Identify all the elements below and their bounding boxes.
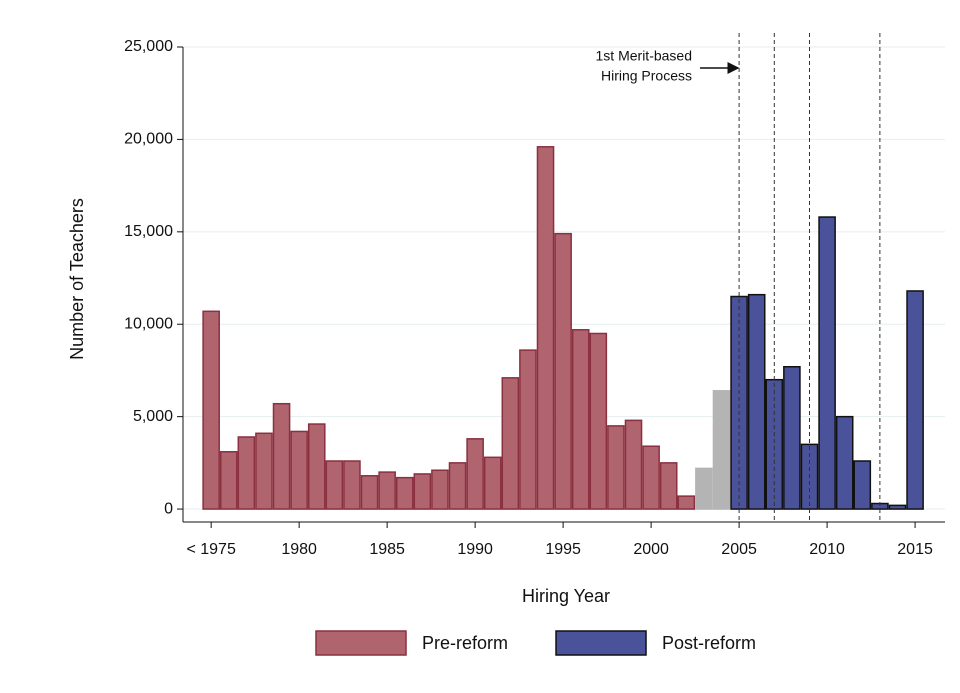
- bar: [290, 430, 308, 510]
- bar: [783, 365, 801, 510]
- x-tick-label: 2005: [721, 541, 757, 558]
- annotation: Hiring Process: [601, 68, 692, 84]
- bar: [536, 146, 555, 510]
- bar: [307, 423, 326, 510]
- bar: [677, 495, 696, 510]
- x-tick-label: 1980: [281, 541, 317, 558]
- bar: [202, 310, 220, 510]
- legend-swatch: [315, 630, 407, 656]
- x-tick-label: 2015: [897, 541, 933, 558]
- legend-label: Pre-reform: [422, 633, 508, 653]
- bar: [712, 390, 731, 510]
- bar: [272, 402, 291, 510]
- bar: [378, 471, 396, 510]
- y-tick-label: 0: [164, 500, 173, 517]
- y-axis-label: Number of Teachers: [67, 198, 87, 360]
- bar: [360, 475, 379, 510]
- bar: [835, 415, 854, 510]
- bar: [255, 432, 273, 510]
- x-tick-label: 2000: [633, 541, 669, 558]
- bar: [395, 476, 414, 510]
- x-tick-label: 1995: [545, 541, 581, 558]
- bar: [483, 456, 502, 510]
- legend-label: Post-reform: [662, 633, 756, 653]
- x-tick-label: 1990: [457, 541, 493, 558]
- y-tick-label: 20,000: [124, 131, 173, 148]
- bar: [571, 329, 590, 510]
- bar: [642, 445, 660, 510]
- bar: [554, 232, 572, 510]
- y-tick-label: 10,000: [124, 315, 173, 332]
- bar: [237, 436, 256, 510]
- bar: [818, 216, 836, 510]
- legend-swatch: [555, 630, 647, 656]
- x-axis-label: Hiring Year: [522, 586, 610, 606]
- bar: [519, 349, 537, 510]
- bar: [325, 460, 344, 510]
- bar: [589, 332, 608, 510]
- bar: [413, 473, 432, 510]
- y-tick-label: 5,000: [133, 408, 173, 425]
- bar: [906, 290, 924, 510]
- bar: [431, 469, 449, 510]
- x-tick-label: 2010: [809, 541, 845, 558]
- bar: [607, 425, 625, 510]
- x-tick-label: 1985: [369, 541, 405, 558]
- bar: [747, 293, 766, 510]
- y-tick-label: 25,000: [124, 38, 173, 55]
- bar: [695, 467, 713, 510]
- annotation: 1st Merit-based: [596, 48, 692, 64]
- bar: [888, 504, 907, 510]
- bar: [853, 460, 872, 510]
- bar: [219, 451, 238, 510]
- bar: [448, 462, 467, 510]
- bar: [624, 419, 643, 510]
- y-tick-label: 15,000: [124, 223, 173, 240]
- bar: [501, 377, 520, 510]
- bar: [343, 460, 361, 510]
- bar: [466, 438, 484, 510]
- bar: [659, 462, 678, 510]
- x-tick-label: < 1975: [186, 541, 235, 558]
